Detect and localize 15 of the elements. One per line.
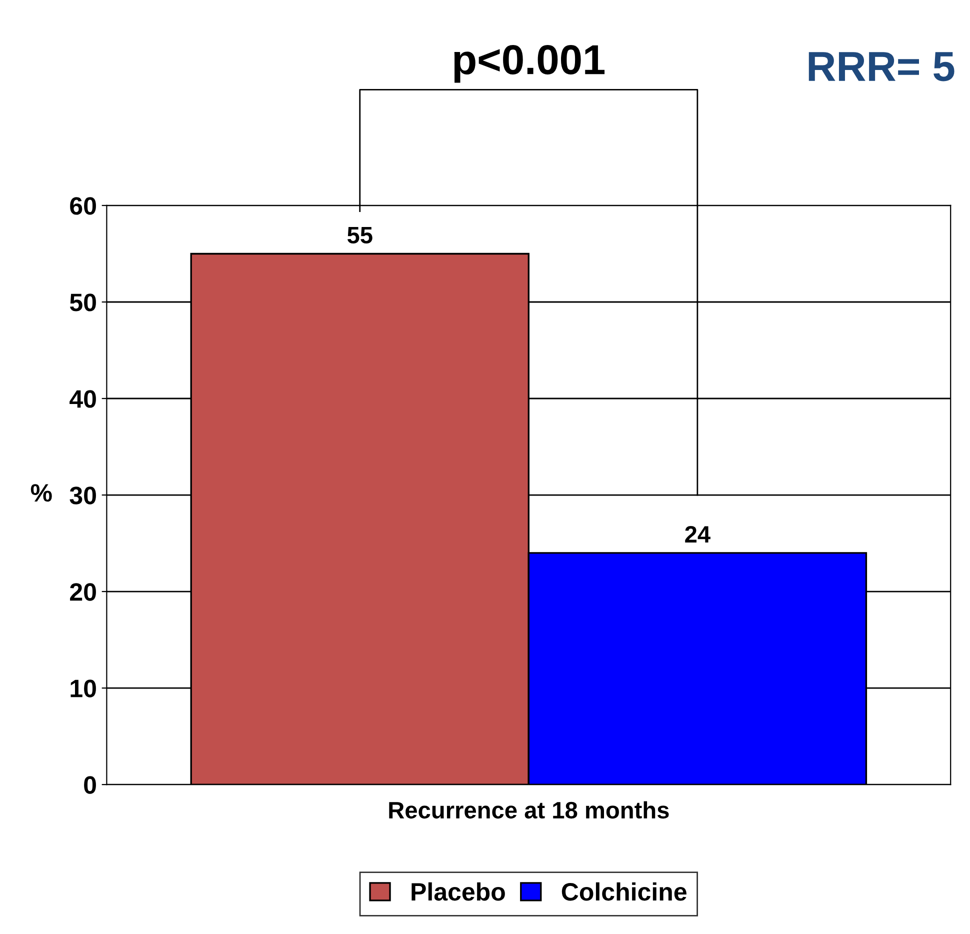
y-axis-title: % bbox=[30, 484, 52, 502]
y-tick-label: 50 bbox=[70, 294, 96, 312]
text: RRR= 5 bbox=[808, 52, 954, 82]
y-tick-label: 30 bbox=[70, 486, 96, 504]
y-tick-label: 20 bbox=[70, 583, 96, 601]
y-tick-label: 10 bbox=[70, 680, 96, 698]
x-tick-label: Recurrence at 18 months bbox=[389, 801, 669, 819]
y-tick-label: 60 bbox=[70, 197, 96, 215]
data-label: 24 bbox=[685, 526, 710, 542]
text: p<0.001 bbox=[454, 44, 605, 83]
legend-label: Placebo bbox=[412, 882, 505, 901]
legend-label: Colchicine bbox=[562, 882, 686, 901]
y-tick-label: 40 bbox=[70, 390, 96, 408]
data-label: 55 bbox=[347, 227, 372, 244]
y-tick-label: 0 bbox=[84, 776, 96, 794]
